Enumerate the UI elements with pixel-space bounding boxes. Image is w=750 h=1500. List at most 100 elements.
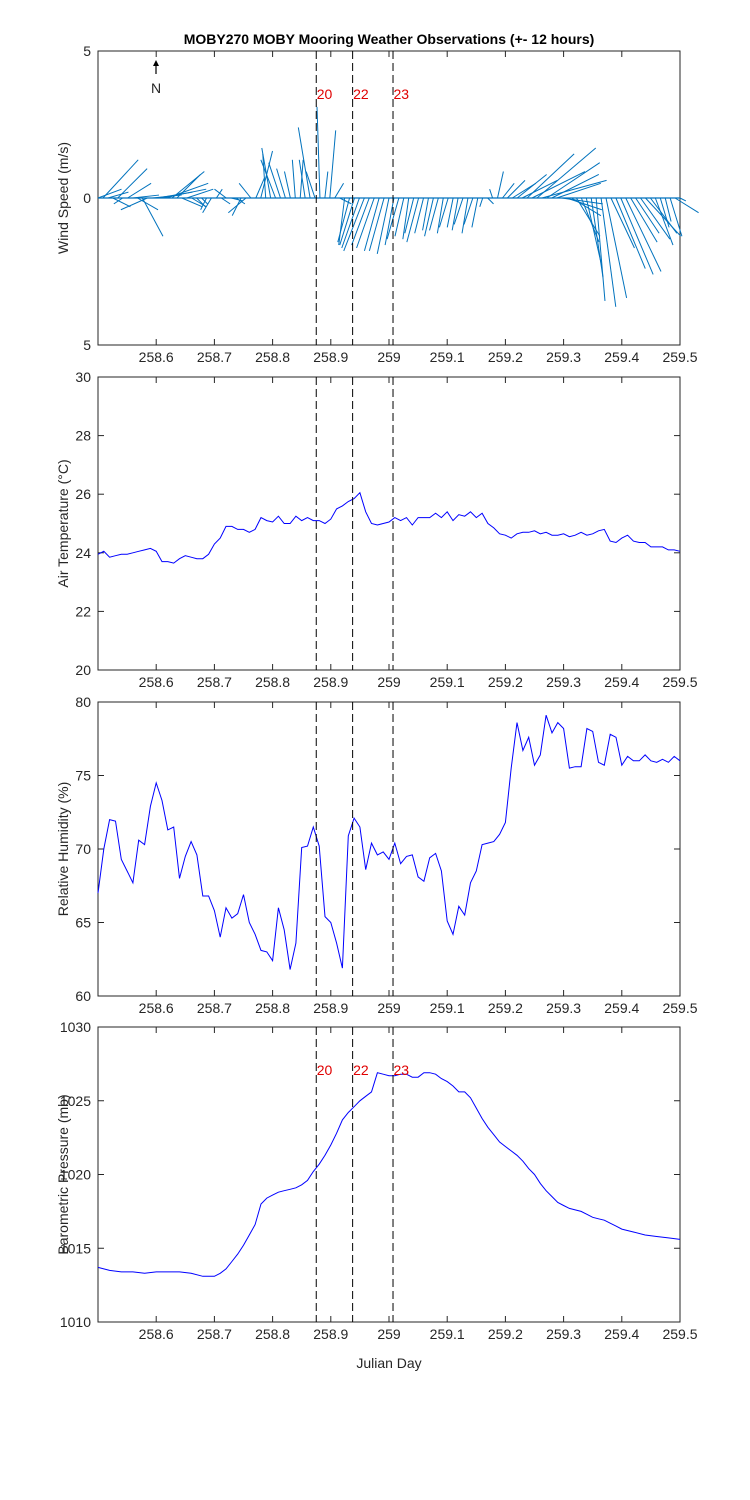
x-tick-label: 259.4	[604, 1000, 639, 1016]
wind-stick	[305, 171, 316, 199]
x-tick-label: 258.7	[197, 1000, 232, 1016]
y-tick-label: 20	[75, 662, 91, 678]
x-tick-label: 259.2	[488, 1326, 523, 1342]
wind-stick	[605, 197, 628, 299]
wind-stick	[329, 130, 337, 199]
wind-stick	[268, 162, 281, 199]
x-tick-label: 259	[377, 674, 401, 690]
x-tick-label: 258.8	[255, 674, 290, 690]
wind-stick	[215, 188, 223, 199]
wind-stick	[276, 168, 286, 199]
y-tick-label: 5	[83, 337, 91, 353]
y-axis-label: Wind Speed (m/s)	[55, 142, 71, 254]
wind-stick	[635, 197, 660, 234]
wind-stick	[674, 197, 699, 214]
x-tick-label: 259.3	[546, 349, 581, 365]
series-line	[97, 491, 681, 564]
wind-stick	[176, 174, 201, 199]
wind-stick	[429, 197, 439, 231]
event-label: 20	[317, 86, 333, 102]
x-tick-label: 259.4	[604, 674, 639, 690]
x-tick-label: 259.3	[546, 674, 581, 690]
wind-stick	[238, 182, 252, 199]
wind-stick	[404, 197, 415, 234]
wind-stick	[221, 197, 231, 205]
wind-stick	[107, 191, 129, 199]
wind-stick	[341, 197, 360, 249]
wind-stick	[324, 171, 329, 199]
x-tick-label: 259.5	[662, 349, 697, 365]
y-tick-label: 28	[75, 428, 91, 444]
wind-stick	[507, 180, 526, 199]
event-label: 23	[394, 1062, 410, 1078]
wind-stick	[463, 197, 474, 225]
wind-stick	[117, 168, 148, 199]
wind-stick	[260, 159, 277, 199]
x-tick-label: 259	[377, 1000, 401, 1016]
wind-stick	[679, 197, 687, 202]
wind-stick	[255, 177, 266, 199]
wind-stick	[422, 197, 429, 231]
wind-stick	[166, 182, 209, 199]
wind-stick	[497, 171, 504, 199]
x-tick-label: 259.1	[430, 1000, 465, 1016]
x-tick-label: 259.5	[662, 1326, 697, 1342]
x-tick-label: 259	[377, 349, 401, 365]
plot-area-frame	[97, 701, 681, 997]
wind-stick	[343, 197, 365, 252]
wind-stick	[291, 159, 296, 199]
y-tick-label: 80	[75, 694, 91, 710]
series-line	[97, 715, 681, 970]
wind-stick	[394, 197, 405, 237]
x-tick-label: 259.2	[488, 674, 523, 690]
event-label: 23	[394, 86, 410, 102]
wind-stick	[297, 127, 311, 199]
wind-stick	[262, 153, 267, 199]
x-tick-label: 259.2	[488, 1000, 523, 1016]
wind-stick	[516, 174, 547, 199]
chart-title: MOBY270 MOBY Mooring Weather Observation…	[184, 31, 595, 47]
wind-stick	[580, 197, 600, 243]
wind-stick	[630, 197, 658, 243]
wind-stick	[231, 197, 244, 202]
event-label: 22	[353, 1062, 369, 1078]
panel-air-temperature: 258.6 258.7 258.8 258.9 259 259.1 259.2 259.3 25…	[55, 369, 698, 690]
wind-stick	[438, 197, 449, 228]
x-tick-label: 259.2	[488, 349, 523, 365]
wind-stick	[531, 171, 586, 199]
wind-stick	[113, 197, 123, 205]
x-tick-label: 258.9	[313, 674, 348, 690]
series-line	[97, 1072, 681, 1277]
wind-stick	[571, 197, 602, 217]
y-tick-label: 24	[75, 545, 91, 561]
wind-stick	[386, 197, 400, 240]
wind-stick	[231, 197, 242, 216]
y-tick-label: 0	[83, 190, 91, 206]
wind-stick	[339, 197, 352, 205]
y-tick-label: 26	[75, 486, 91, 502]
x-tick-label: 259.5	[662, 674, 697, 690]
wind-stick	[664, 197, 672, 222]
x-tick-label: 259.1	[430, 674, 465, 690]
panel-barometric-pressure: 258.6 258.7 258.8 258.9 259 259.1 259.2 259.3 25…	[55, 1019, 698, 1342]
wind-stick	[356, 197, 375, 249]
wind-stick	[181, 197, 203, 208]
wind-stick	[214, 188, 227, 199]
wind-stick	[162, 188, 207, 199]
wind-stick	[414, 197, 425, 234]
wind-stick	[610, 197, 635, 249]
wind-stick	[97, 188, 122, 199]
wind-stick	[600, 197, 617, 307]
north-arrow-head-icon	[153, 60, 159, 66]
wind-stick	[453, 197, 464, 225]
wind-stick	[235, 197, 246, 205]
wind-stick	[620, 197, 654, 275]
x-tick-label: 258.7	[197, 1326, 232, 1342]
wind-stick	[120, 197, 148, 211]
x-tick-label: 258.9	[313, 1000, 348, 1016]
wind-stick	[585, 197, 602, 263]
wind-stick	[132, 194, 160, 199]
y-axis-label: Air Temperature (°C)	[55, 459, 71, 587]
x-tick-label: 258.9	[313, 349, 348, 365]
